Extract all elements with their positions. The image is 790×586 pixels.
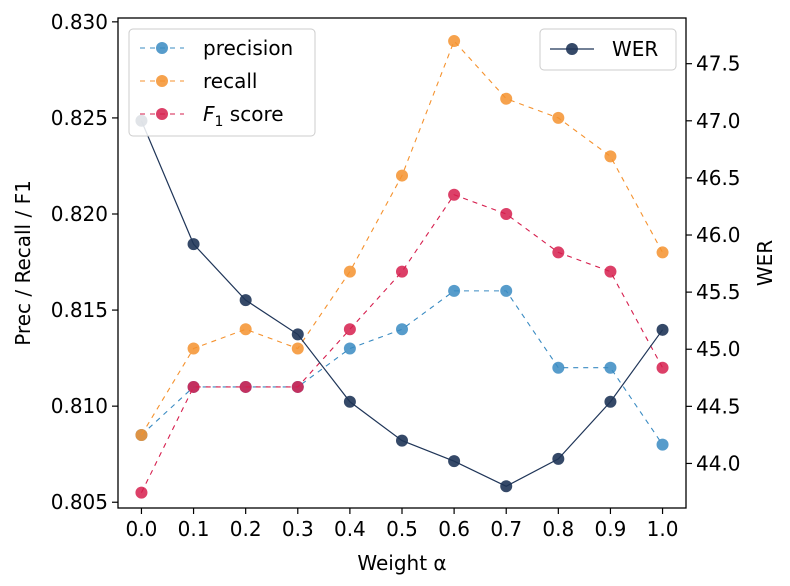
x-axis-label: Weight α xyxy=(357,551,446,575)
x-tick-label: 0.7 xyxy=(490,517,522,541)
legend-marker xyxy=(156,42,168,54)
x-tick-label: 0.2 xyxy=(230,517,262,541)
legend-label: WER xyxy=(612,37,658,61)
data-point xyxy=(396,434,408,447)
data-point xyxy=(291,380,304,393)
data-point xyxy=(187,238,200,251)
legend-marker xyxy=(156,75,168,87)
series-line xyxy=(140,194,664,493)
data-point xyxy=(343,342,356,355)
legend-label: F1 score xyxy=(203,102,284,130)
data-point xyxy=(239,294,252,307)
x-tick-label: 0.0 xyxy=(126,517,158,541)
data-point xyxy=(604,265,617,278)
legend-right: WER xyxy=(539,28,677,71)
y-tick-label-right: 44.5 xyxy=(696,394,741,418)
y-tick-label-left: 0.805 xyxy=(51,490,108,514)
data-point xyxy=(187,380,200,393)
data-point xyxy=(500,208,513,220)
data-point xyxy=(396,265,408,278)
data-point xyxy=(604,361,617,374)
y-tick-label-left: 0.820 xyxy=(51,202,108,226)
data-point xyxy=(135,428,148,441)
x-tick-label: 0.4 xyxy=(334,517,366,541)
data-point xyxy=(187,342,200,355)
y-tick-label-left: 0.815 xyxy=(51,298,108,322)
data-point xyxy=(239,323,252,336)
left-y-axis: 0.805 0.810 0.815 0.820 0.825 0.830 xyxy=(51,10,118,514)
series-layer xyxy=(135,35,669,499)
series-line xyxy=(141,290,664,445)
right-y-axis: 44.0 44.5 45.0 45.5 46.0 46.5 47.0 47.5 xyxy=(686,52,741,475)
y-axis-label-left: Prec / Recall / F1 xyxy=(11,180,35,346)
legend-left: precision recall F1 score xyxy=(128,28,316,137)
data-point xyxy=(604,395,617,408)
legend-entry: precision xyxy=(140,36,293,60)
data-point xyxy=(604,150,617,163)
y-tick-label-right: 45.5 xyxy=(696,280,741,304)
series-recall xyxy=(135,35,669,441)
data-point xyxy=(343,395,356,408)
data-point xyxy=(552,246,565,259)
x-tick-label: 0.1 xyxy=(178,517,210,541)
legend-label: precision xyxy=(203,36,293,60)
data-point xyxy=(396,323,408,336)
legend-entry: WER xyxy=(550,37,658,61)
data-point xyxy=(291,328,304,341)
x-tick-label: 0.9 xyxy=(595,517,627,541)
data-point xyxy=(552,452,565,465)
data-point xyxy=(448,35,461,48)
x-tick-label: 1.0 xyxy=(647,517,679,541)
x-axis: 0.0 0.1 0.2 0.3 0.4 0.5 0.6 0.7 0.8 0.9 1.0 xyxy=(126,508,679,541)
data-point xyxy=(448,284,461,297)
data-point xyxy=(656,323,669,336)
y-tick-label-left: 0.810 xyxy=(51,394,108,418)
data-point xyxy=(343,323,356,336)
legend-right-box xyxy=(539,28,677,71)
legend-label-italic: F xyxy=(203,102,215,126)
y-axis-label-right: WER xyxy=(753,240,777,286)
data-point xyxy=(656,361,669,374)
legend-label: recall xyxy=(203,69,257,93)
data-point xyxy=(396,169,408,182)
legend-label-rest: score xyxy=(223,102,283,126)
y-tick-label-right: 45.0 xyxy=(696,337,741,361)
data-point xyxy=(239,380,252,393)
data-point xyxy=(656,246,669,259)
y-tick-label-right: 44.0 xyxy=(696,451,741,475)
data-point xyxy=(500,284,513,297)
y-tick-label-right: 46.0 xyxy=(696,223,741,247)
data-point xyxy=(552,111,565,124)
legend-entry: F1 score xyxy=(140,102,284,130)
y-tick-label-left: 0.830 xyxy=(51,10,108,34)
legend-marker xyxy=(156,108,168,120)
series-f1-score xyxy=(135,188,669,499)
y-tick-label-right: 46.5 xyxy=(696,166,741,190)
legend-left-box xyxy=(128,28,316,137)
legend-label-subscript: 1 xyxy=(215,114,224,130)
data-point xyxy=(343,265,356,278)
x-tick-label: 0.8 xyxy=(542,517,574,541)
x-tick-label: 0.5 xyxy=(386,517,418,541)
legend-entry: recall xyxy=(140,69,257,93)
data-point xyxy=(500,480,513,493)
y-tick-label-right: 47.5 xyxy=(696,52,741,76)
data-point xyxy=(135,486,148,499)
legend-marker xyxy=(566,43,578,55)
data-point xyxy=(500,92,513,105)
data-point xyxy=(656,438,669,451)
data-point xyxy=(291,342,304,355)
data-point xyxy=(448,188,461,201)
x-tick-label: 0.6 xyxy=(438,517,470,541)
data-point xyxy=(552,361,565,374)
x-tick-label: 0.3 xyxy=(282,517,314,541)
data-point xyxy=(448,455,461,468)
y-tick-label-left: 0.825 xyxy=(51,106,108,130)
y-tick-label-right: 47.0 xyxy=(696,109,741,133)
